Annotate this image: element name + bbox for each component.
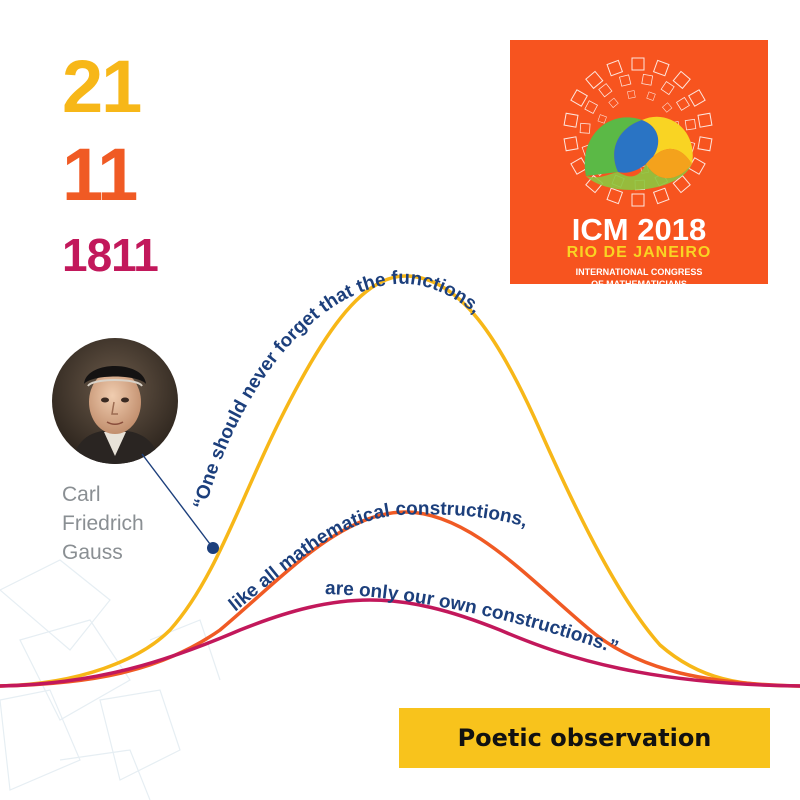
date-year: 1811 xyxy=(62,229,159,281)
category-label: Poetic observation xyxy=(457,724,712,752)
category-banner: Poetic observation xyxy=(399,708,770,768)
icm-logo: ICM 2018 RIO DE JANEIRO INTERNATIONAL CO… xyxy=(510,40,768,289)
icm-logo-mark-icon xyxy=(563,57,713,207)
date-day: 21 xyxy=(62,45,142,128)
person-last-name: Gauss xyxy=(62,541,123,564)
curve-yellow xyxy=(0,274,800,688)
portrait-icon xyxy=(52,338,178,464)
connector-line xyxy=(141,453,214,549)
logo-organization-line1: INTERNATIONAL CONGRESS xyxy=(575,267,703,277)
date-month: 11 xyxy=(62,133,138,216)
logo-city: RIO DE JANEIRO xyxy=(566,244,712,261)
connector-dot xyxy=(207,542,219,554)
logo-organization-line2: OF MATHEMATICIANS xyxy=(591,279,687,289)
person-name: Carl Friedrich Gauss xyxy=(62,480,144,567)
quote-line-1: “One should never forget that the functi… xyxy=(190,268,486,512)
logo-event-name: ICM 2018 xyxy=(571,212,707,247)
portrait-photo xyxy=(52,338,178,464)
curve-magenta xyxy=(0,598,800,688)
person-first-name: Carl xyxy=(62,483,101,506)
person-middle-name: Friedrich xyxy=(62,512,144,535)
